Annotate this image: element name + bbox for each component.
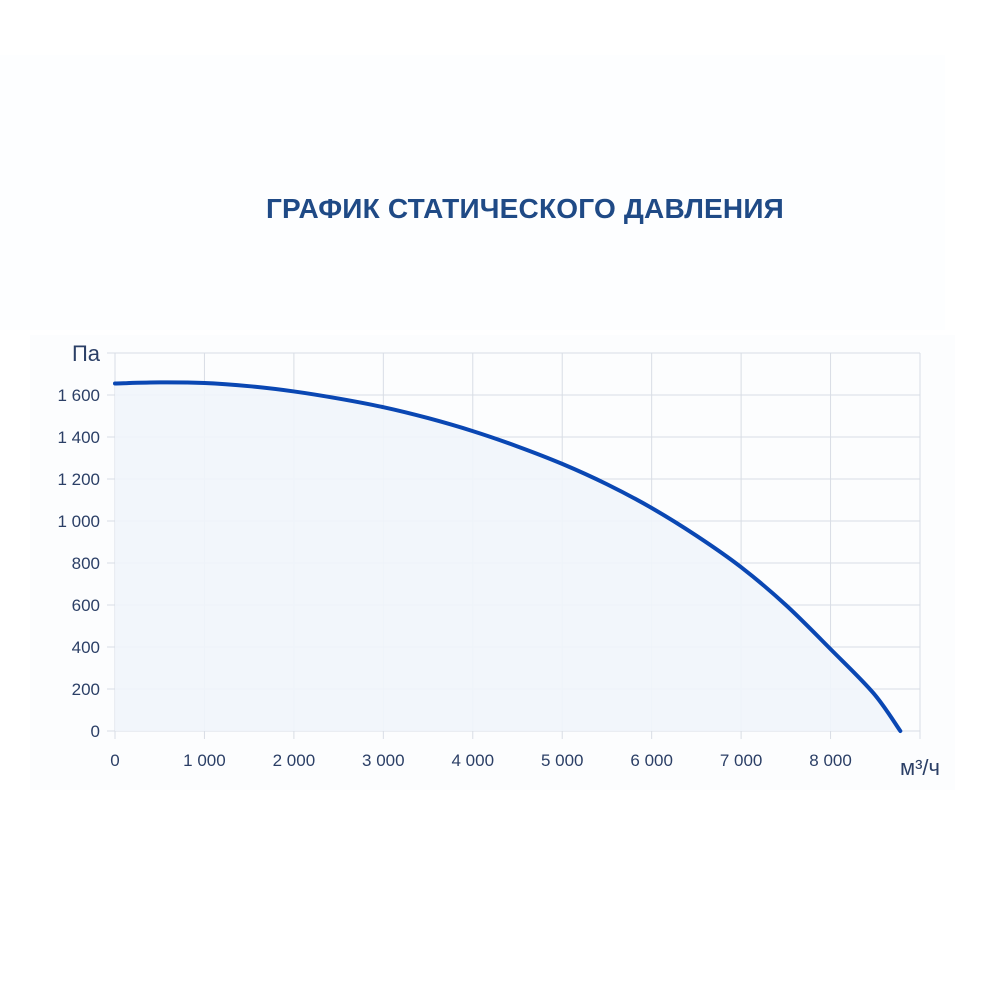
y-tick-label: 600 xyxy=(72,596,100,615)
y-tick-label: 1 000 xyxy=(57,512,100,531)
x-tick-label: 5 000 xyxy=(541,751,584,770)
x-tick-label: 3 000 xyxy=(362,751,405,770)
y-tick-label: 1 400 xyxy=(57,428,100,447)
y-axis-label: Па xyxy=(72,341,101,366)
y-tick-label: 800 xyxy=(72,554,100,573)
x-axis-label: м³/ч xyxy=(900,755,940,780)
x-tick-label: 8 000 xyxy=(809,751,852,770)
area-fill xyxy=(115,382,901,731)
y-tick-label: 0 xyxy=(91,722,100,741)
x-tick-label: 7 000 xyxy=(720,751,763,770)
pressure-curve xyxy=(113,380,903,733)
x-tick-label: 1 000 xyxy=(183,751,226,770)
chart-title: ГРАФИК СТАТИЧЕСКОГО ДАВЛЕНИЯ xyxy=(265,193,784,224)
y-tick-label: 200 xyxy=(72,680,100,699)
x-tick-label: 2 000 xyxy=(273,751,316,770)
y-tick-label: 400 xyxy=(72,638,100,657)
y-tick-label: 1 600 xyxy=(57,386,100,405)
title-panel xyxy=(0,55,945,330)
y-tick-label: 1 200 xyxy=(57,470,100,489)
x-tick-label: 0 xyxy=(110,751,119,770)
x-tick-label: 6 000 xyxy=(630,751,673,770)
x-tick-label: 4 000 xyxy=(452,751,495,770)
